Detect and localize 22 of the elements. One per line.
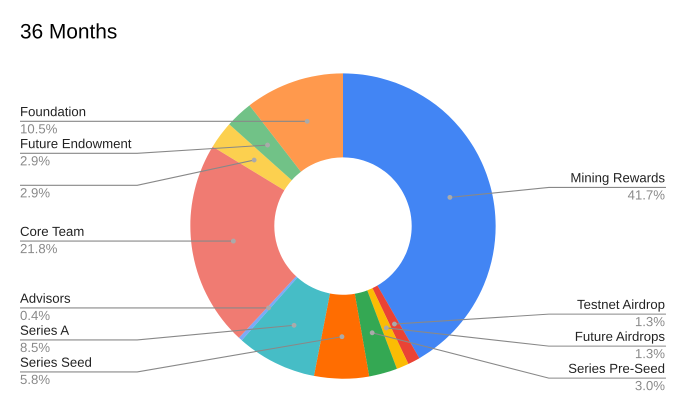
slice-label: Series Seed xyxy=(20,357,92,367)
slice-label: Testnet Airdrop xyxy=(577,299,664,312)
data-label: 10.5% xyxy=(21,124,57,134)
slice-label: Core Team xyxy=(20,226,84,236)
data-label: 5.8% xyxy=(20,374,50,384)
slice-label: Future Airdrops xyxy=(576,331,665,344)
slice-label: Advisors xyxy=(20,293,70,303)
chart-title: 36 Months xyxy=(20,23,117,39)
slice-label: Series A xyxy=(20,325,70,335)
data-label: 2.9% xyxy=(20,188,50,198)
slice-label: Mining Rewards xyxy=(571,172,665,185)
data-label: 3.0% xyxy=(635,380,665,390)
slice-label: Foundation xyxy=(21,106,86,116)
data-label: 1.3% xyxy=(636,348,665,358)
data-label: 2.9% xyxy=(20,156,50,166)
data-label: 0.4% xyxy=(20,310,50,320)
slice-label: Future Endowment xyxy=(21,138,132,148)
data-label: 41.7% xyxy=(628,190,665,200)
data-label: 8.5% xyxy=(20,342,50,352)
data-label: 1.3% xyxy=(636,316,665,326)
data-label: 21.8% xyxy=(20,244,57,254)
slice-label: Series Pre-Seed xyxy=(568,363,664,374)
